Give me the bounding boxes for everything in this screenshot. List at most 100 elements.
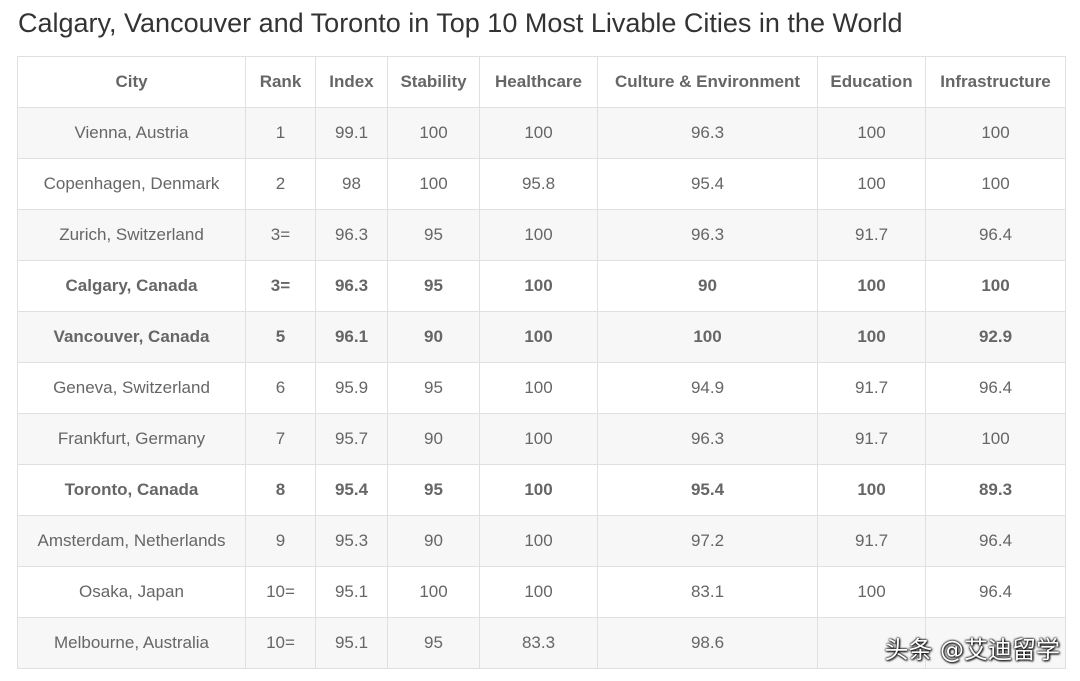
table-row: Frankfurt, Germany 7 95.7 90 100 96.3 91.7 100	[17, 413, 1066, 465]
cell-rank: 3=	[245, 209, 316, 261]
cell-education: 100	[817, 260, 926, 312]
table-row: Vienna, Austria 1 99.1 100 100 96.3 100 100	[17, 107, 1066, 159]
cell-education: 100	[817, 464, 926, 516]
cell-healthcare: 83.3	[479, 617, 598, 669]
cell-education: 91.7	[817, 413, 926, 465]
cell-culture-environment: 96.3	[597, 209, 818, 261]
cell-index: 95.4	[315, 464, 388, 516]
cell-index: 96.3	[315, 260, 388, 312]
column-header-healthcare: Healthcare	[479, 56, 598, 108]
cell-culture-environment: 100	[597, 311, 818, 363]
cell-healthcare: 100	[479, 413, 598, 465]
table-row: Zurich, Switzerland 3= 96.3 95 100 96.3 91.7 96…	[17, 209, 1066, 261]
cell-city: Zurich, Switzerland	[17, 209, 246, 261]
table-row: Amsterdam, Netherlands 9 95.3 90 100 97.2 91.7…	[17, 515, 1066, 567]
cell-city: Osaka, Japan	[17, 566, 246, 618]
livability-table: City Rank Index Stability Healthcare Cul…	[17, 56, 1066, 669]
cell-culture-environment: 97.2	[597, 515, 818, 567]
cell-healthcare: 100	[479, 311, 598, 363]
cell-city: Toronto, Canada	[17, 464, 246, 516]
cell-city: Vancouver, Canada	[17, 311, 246, 363]
cell-infrastructure: 100	[925, 107, 1066, 159]
column-header-culture-environment: Culture & Environment	[597, 56, 818, 108]
cell-infrastructure: 92.9	[925, 311, 1066, 363]
column-header-infrastructure: Infrastructure	[925, 56, 1066, 108]
table-body: Vienna, Austria 1 99.1 100 100 96.3 100 100 Cope…	[17, 107, 1066, 669]
cell-index: 95.9	[315, 362, 388, 414]
table-row: Calgary, Canada 3= 96.3 95 100 90 100 100	[17, 260, 1066, 312]
cell-healthcare: 100	[479, 566, 598, 618]
cell-stability: 100	[387, 158, 480, 210]
cell-infrastructure: 96.4	[925, 566, 1066, 618]
page-title: Calgary, Vancouver and Toronto in Top 10…	[18, 8, 903, 38]
cell-infrastructure: 96.4	[925, 362, 1066, 414]
cell-stability: 95	[387, 617, 480, 669]
cell-rank: 3=	[245, 260, 316, 312]
watermark: 头条 @艾迪留学	[884, 636, 1060, 664]
cell-city: Amsterdam, Netherlands	[17, 515, 246, 567]
cell-index: 99.1	[315, 107, 388, 159]
cell-index: 95.1	[315, 566, 388, 618]
cell-city: Copenhagen, Denmark	[17, 158, 246, 210]
table-row: Osaka, Japan 10= 95.1 100 100 83.1 100 96.4	[17, 566, 1066, 618]
cell-index: 96.1	[315, 311, 388, 363]
table-row: Copenhagen, Denmark 2 98 100 95.8 95.4 100 100	[17, 158, 1066, 210]
cell-culture-environment: 96.3	[597, 413, 818, 465]
table-row: Geneva, Switzerland 6 95.9 95 100 94.9 91.7 96.…	[17, 362, 1066, 414]
cell-rank: 10=	[245, 617, 316, 669]
cell-index: 95.3	[315, 515, 388, 567]
cell-education: 100	[817, 107, 926, 159]
cell-healthcare: 100	[479, 260, 598, 312]
cell-stability: 95	[387, 362, 480, 414]
table-row: Vancouver, Canada 5 96.1 90 100 100 100 92.9	[17, 311, 1066, 363]
cell-culture-environment: 98.6	[597, 617, 818, 669]
cell-infrastructure: 96.4	[925, 209, 1066, 261]
cell-healthcare: 100	[479, 515, 598, 567]
cell-education: 100	[817, 158, 926, 210]
cell-infrastructure	[925, 617, 1066, 669]
cell-healthcare: 100	[479, 464, 598, 516]
cell-stability: 90	[387, 515, 480, 567]
cell-infrastructure: 100	[925, 260, 1066, 312]
cell-culture-environment: 95.4	[597, 464, 818, 516]
cell-stability: 95	[387, 209, 480, 261]
cell-stability: 95	[387, 260, 480, 312]
column-header-stability: Stability	[387, 56, 480, 108]
cell-stability: 100	[387, 107, 480, 159]
cell-education	[817, 617, 926, 669]
cell-stability: 90	[387, 311, 480, 363]
cell-education: 100	[817, 566, 926, 618]
cell-education: 91.7	[817, 209, 926, 261]
cell-infrastructure: 100	[925, 158, 1066, 210]
cell-city: Frankfurt, Germany	[17, 413, 246, 465]
cell-stability: 90	[387, 413, 480, 465]
cell-culture-environment: 94.9	[597, 362, 818, 414]
cell-education: 91.7	[817, 362, 926, 414]
cell-culture-environment: 95.4	[597, 158, 818, 210]
cell-healthcare: 100	[479, 107, 598, 159]
cell-infrastructure: 100	[925, 413, 1066, 465]
cell-stability: 100	[387, 566, 480, 618]
cell-rank: 5	[245, 311, 316, 363]
cell-education: 100	[817, 311, 926, 363]
cell-rank: 2	[245, 158, 316, 210]
table-header-row: City Rank Index Stability Healthcare Cul…	[17, 56, 1066, 108]
cell-rank: 10=	[245, 566, 316, 618]
cell-city: Calgary, Canada	[17, 260, 246, 312]
cell-rank: 6	[245, 362, 316, 414]
column-header-city: City	[17, 56, 246, 108]
cell-infrastructure: 96.4	[925, 515, 1066, 567]
cell-index: 95.7	[315, 413, 388, 465]
cell-city: Geneva, Switzerland	[17, 362, 246, 414]
cell-healthcare: 100	[479, 209, 598, 261]
table-row: Toronto, Canada 8 95.4 95 100 95.4 100 89.3	[17, 464, 1066, 516]
cell-culture-environment: 83.1	[597, 566, 818, 618]
column-header-education: Education	[817, 56, 926, 108]
cell-rank: 8	[245, 464, 316, 516]
column-header-index: Index	[315, 56, 388, 108]
table-row: Melbourne, Australia 10= 95.1 95 83.3 98.6	[17, 617, 1066, 669]
cell-index: 95.1	[315, 617, 388, 669]
cell-culture-environment: 96.3	[597, 107, 818, 159]
cell-education: 91.7	[817, 515, 926, 567]
cell-healthcare: 100	[479, 362, 598, 414]
